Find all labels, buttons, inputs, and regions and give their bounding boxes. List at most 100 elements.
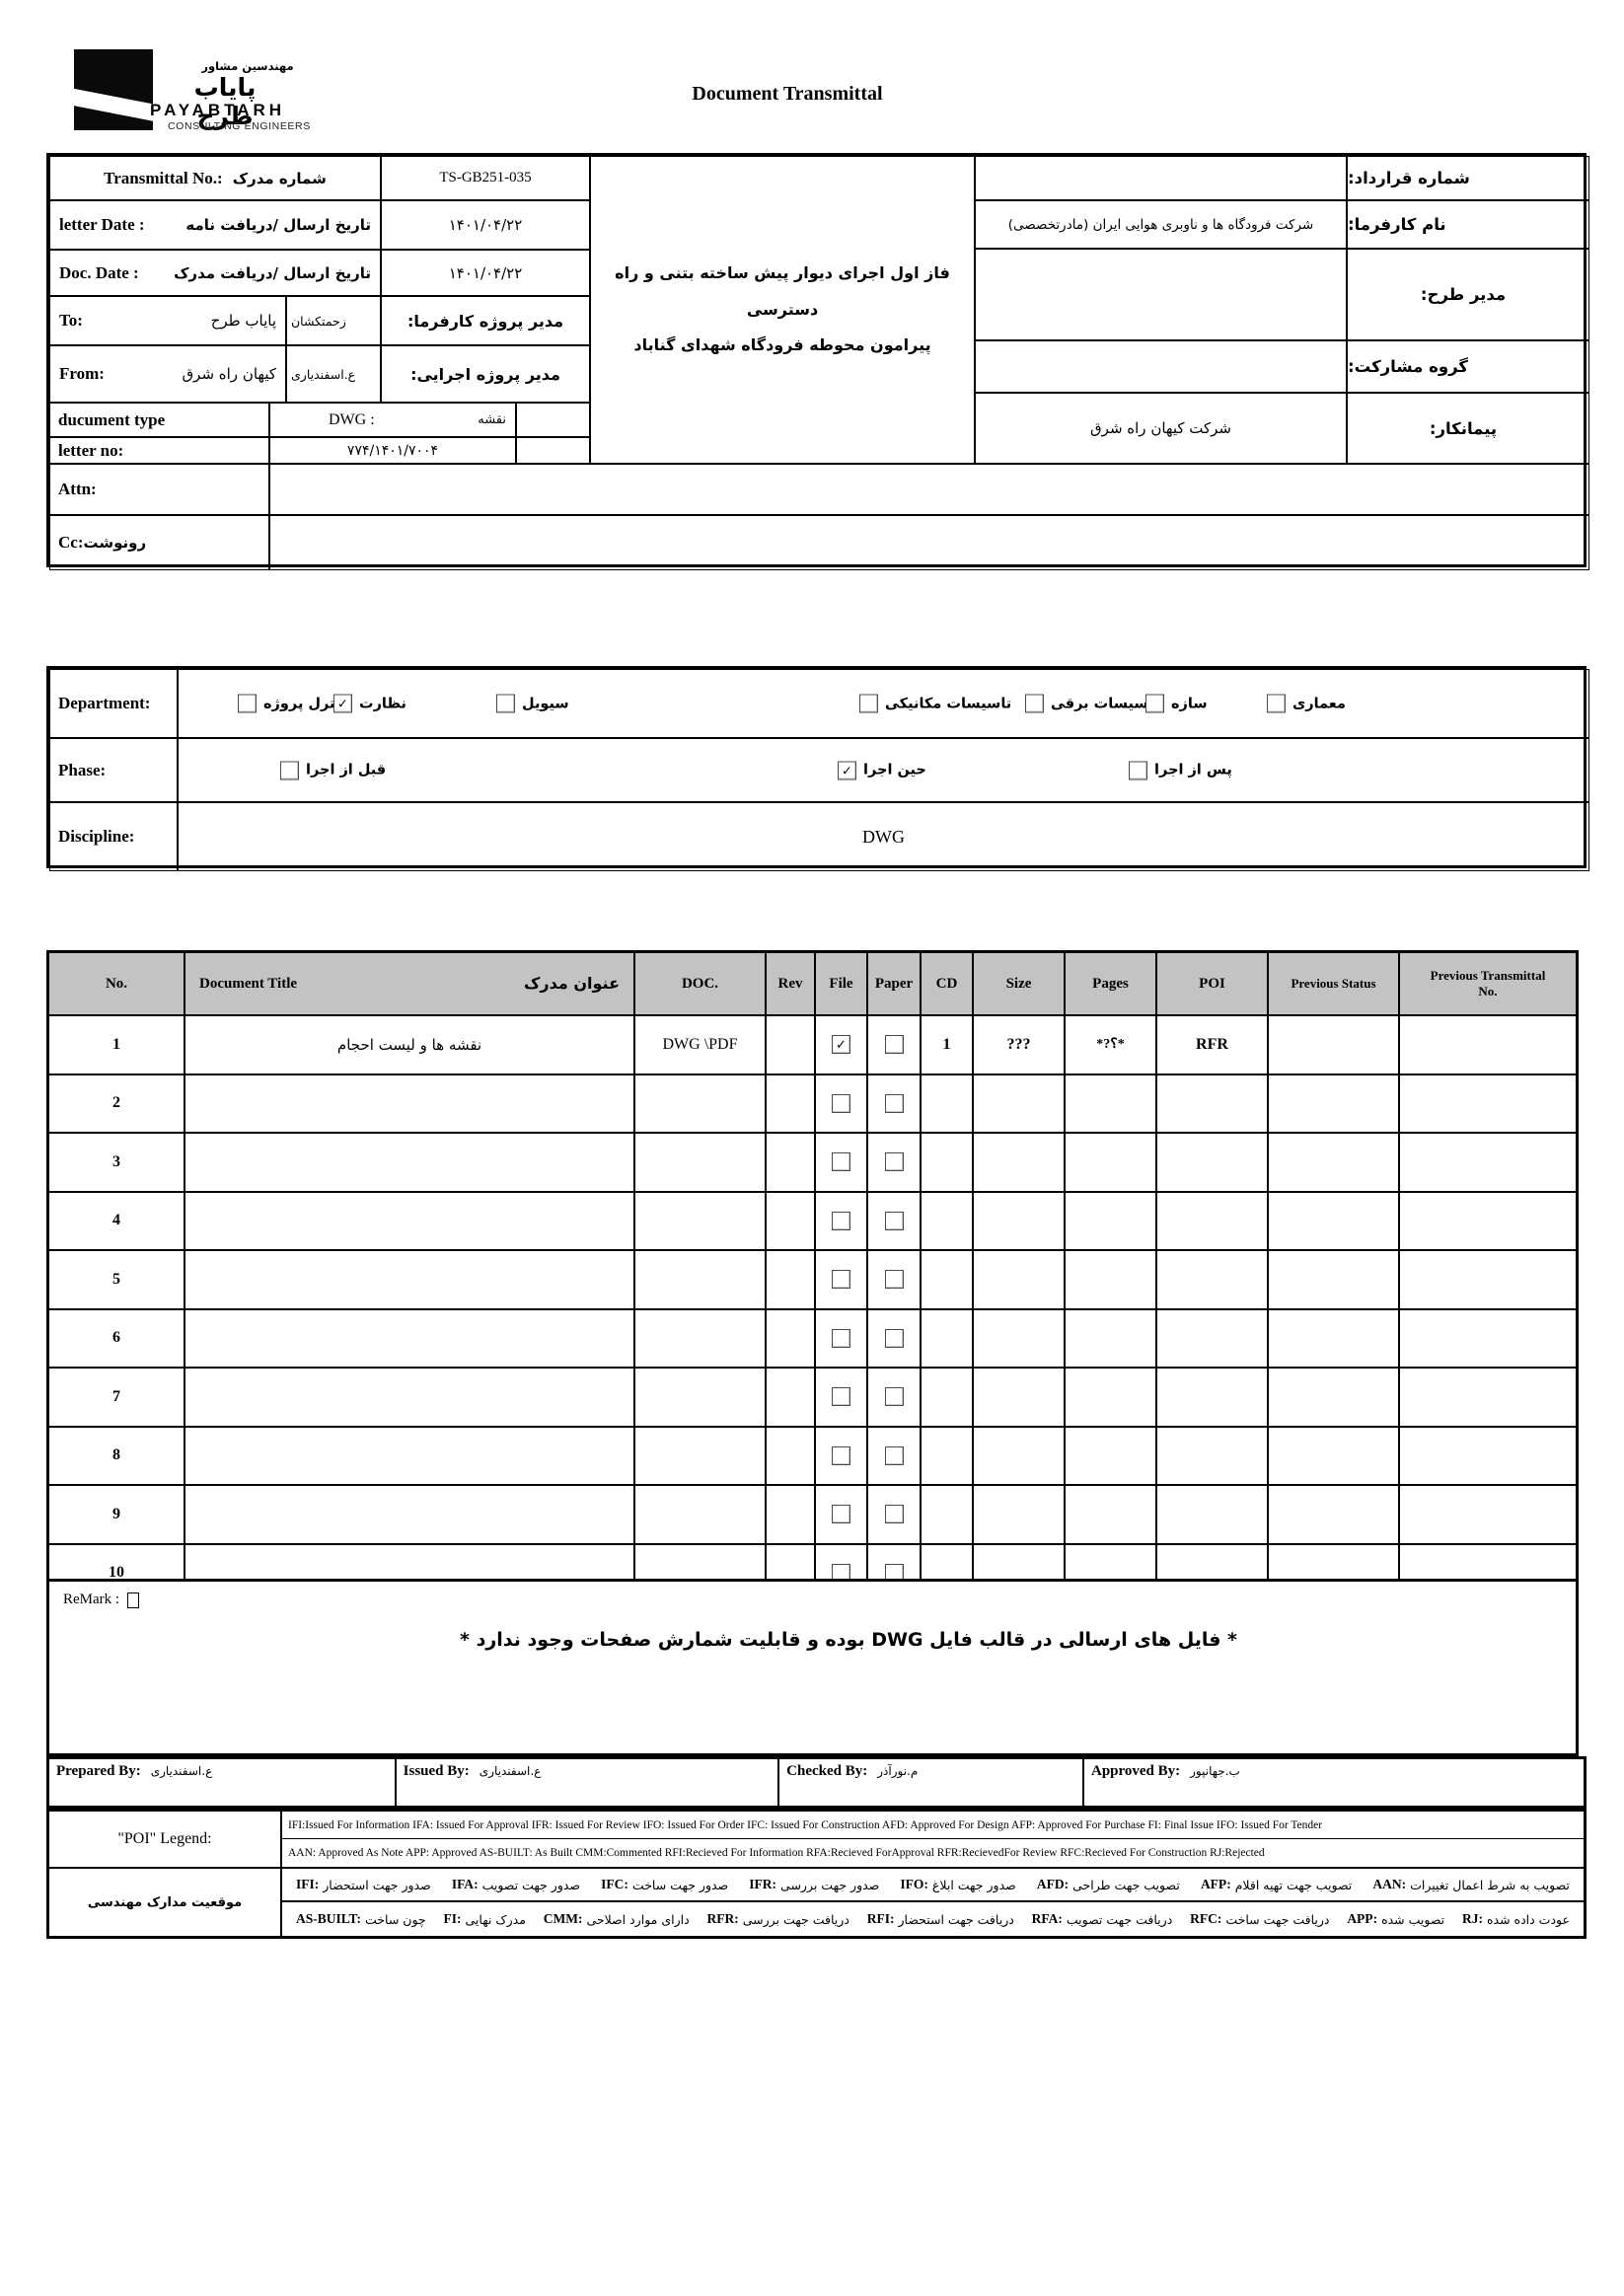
signature-name: ب.جهانپور <box>1190 1764 1240 1778</box>
legend-value: دریافت جهت ساخت <box>1225 1911 1330 1927</box>
department-option-label: معماری <box>1292 696 1346 711</box>
legend-value: تصویب جهت تهیه اقلام <box>1234 1877 1353 1892</box>
paper-checkbox[interactable] <box>884 1270 904 1290</box>
file-checkbox[interactable] <box>832 1387 850 1407</box>
department-checkbox[interactable] <box>238 694 257 713</box>
col-title: Document Title عنوان مدرک <box>185 953 635 1014</box>
cell-rev <box>767 1369 816 1426</box>
paper-checkbox[interactable] <box>884 1328 904 1348</box>
legend-key: IFR <box>749 1877 776 1892</box>
design-manager-label: مدیر طرح: <box>1347 249 1589 340</box>
phase-label: Phase: <box>49 738 178 802</box>
letter-date-value: ۱۴۰۱/۰۴/۲۲ <box>381 200 590 250</box>
legend-item: AS-BUILTچون ساخت <box>296 1911 426 1927</box>
department-option-label: تاسیسات مکانیکی <box>885 696 1012 711</box>
legend-item: RFCدریافت جهت ساخت <box>1190 1911 1329 1927</box>
department-checkbox[interactable] <box>1267 694 1286 713</box>
legend-value: تصویب جهت طراحی <box>1072 1877 1180 1892</box>
brand-fa: پایاب طرح <box>193 73 257 130</box>
legend-key: AFP <box>1201 1877 1231 1892</box>
paper-checkbox[interactable] <box>884 1387 904 1407</box>
col-cd: CD <box>922 953 974 1014</box>
legend-key: CMM <box>544 1911 583 1927</box>
poi-legend-line1: IFI:Issued For Information IFA: Issued F… <box>282 1812 1584 1840</box>
cell-prev-transmittal <box>1400 1193 1576 1250</box>
legend-key: RFI <box>867 1911 895 1927</box>
transmittal-no-label: Transmittal No.: شماره مدرک <box>49 156 381 200</box>
signature-name: ع.اسفندیاری <box>150 1764 213 1778</box>
file-checkbox[interactable] <box>832 1505 850 1524</box>
cell-size <box>974 1074 1066 1132</box>
paper-checkbox[interactable] <box>884 1445 904 1465</box>
poi-legend-label: "POI" Legend: <box>49 1812 282 1867</box>
discipline-label: Discipline: <box>49 802 178 871</box>
cell-poi <box>1157 1192 1269 1249</box>
department-checkbox[interactable] <box>496 694 515 713</box>
file-checkbox[interactable] <box>832 1152 850 1172</box>
department-checkbox[interactable] <box>859 694 878 713</box>
cell-rev <box>767 1016 816 1074</box>
cell-poi <box>1157 1369 1269 1426</box>
design-manager-value <box>975 249 1347 340</box>
legend-item: FIمدرک نهایی <box>443 1911 525 1927</box>
legend-key: AAN <box>1372 1877 1406 1892</box>
legend-value: صدور جهت ساخت <box>631 1877 729 1892</box>
file-checkbox[interactable] <box>832 1093 850 1113</box>
jv-group-label: گروه مشارکت: <box>1347 340 1589 393</box>
cell-file <box>816 1134 868 1191</box>
department-checkbox[interactable] <box>1025 694 1044 713</box>
paper-checkbox[interactable] <box>884 1093 904 1113</box>
phase-checkbox[interactable] <box>1129 761 1147 779</box>
cell-cd <box>922 1074 974 1132</box>
phase-option: قبل از اجرا <box>280 761 386 779</box>
cell-doc <box>635 1134 767 1191</box>
paper-checkbox[interactable] <box>884 1035 904 1055</box>
file-checkbox[interactable] <box>832 1211 850 1230</box>
cell-paper <box>868 1016 922 1074</box>
legend-item: AFDتصویب جهت طراحی <box>1037 1877 1180 1892</box>
cell-size <box>974 1309 1066 1367</box>
file-checkbox[interactable] <box>832 1270 850 1290</box>
table-row: 3 <box>49 1134 1576 1193</box>
cell-rev <box>767 1251 816 1308</box>
phase-checkbox[interactable] <box>280 761 299 779</box>
department-checkbox[interactable] <box>1145 694 1164 713</box>
signature-label: Checked By: <box>786 1763 868 1779</box>
file-checkbox[interactable] <box>832 1328 850 1348</box>
col-rev: Rev <box>767 953 816 1014</box>
cell-cd <box>922 1309 974 1367</box>
legend-value: عودت داده شده <box>1486 1911 1570 1927</box>
cell-poi <box>1157 1486 1269 1543</box>
department-checkbox[interactable]: ✓ <box>333 694 352 713</box>
cell-no: 1 <box>49 1016 185 1074</box>
legend-table: "POI" Legend: IFI:Issued For Information… <box>46 1809 1587 1939</box>
paper-checkbox[interactable] <box>884 1152 904 1172</box>
signature-name: م.نورآذر <box>877 1764 919 1778</box>
file-checkbox[interactable]: ✓ <box>832 1035 850 1055</box>
department-option: تاسیسات مکانیکی <box>859 694 1012 713</box>
col-prev-transmittal: Previous Transmittal No. <box>1430 967 1546 999</box>
department-option-label: تاسیسات برقی <box>1051 696 1159 711</box>
cell-size <box>974 1544 1066 1601</box>
cell-size: ??? <box>974 1016 1066 1074</box>
file-checkbox[interactable] <box>832 1445 850 1465</box>
phase-checkbox[interactable]: ✓ <box>838 761 856 779</box>
table-row: 10 <box>49 1544 1576 1601</box>
paper-checkbox[interactable] <box>884 1505 904 1524</box>
cell-prev-status <box>1269 1016 1400 1074</box>
cell-prev-status <box>1269 1369 1400 1426</box>
cell-no: 8 <box>49 1427 185 1484</box>
paper-checkbox[interactable] <box>884 1211 904 1230</box>
cell-poi <box>1157 1134 1269 1191</box>
cell-poi <box>1157 1544 1269 1601</box>
letter-no-filler <box>516 437 590 464</box>
cell-pages <box>1066 1309 1157 1367</box>
table-row: 4 <box>49 1192 1576 1251</box>
fa-legend-line1: IFI صدور جهت استحضار IFAصدور جهت تصویب IF… <box>282 1869 1584 1902</box>
table-row: 1 نقشه ها و لیست احجام DWG \PDF ✓ 1 ??? … <box>49 1016 1576 1075</box>
col-prev-status: Previous Status <box>1269 953 1400 1014</box>
header-table: Transmittal No.: شماره مدرک TS-GB251-035… <box>46 153 1589 570</box>
from-cell: From: کیهان راه شرق <box>49 345 286 403</box>
cell-title <box>185 1134 635 1191</box>
